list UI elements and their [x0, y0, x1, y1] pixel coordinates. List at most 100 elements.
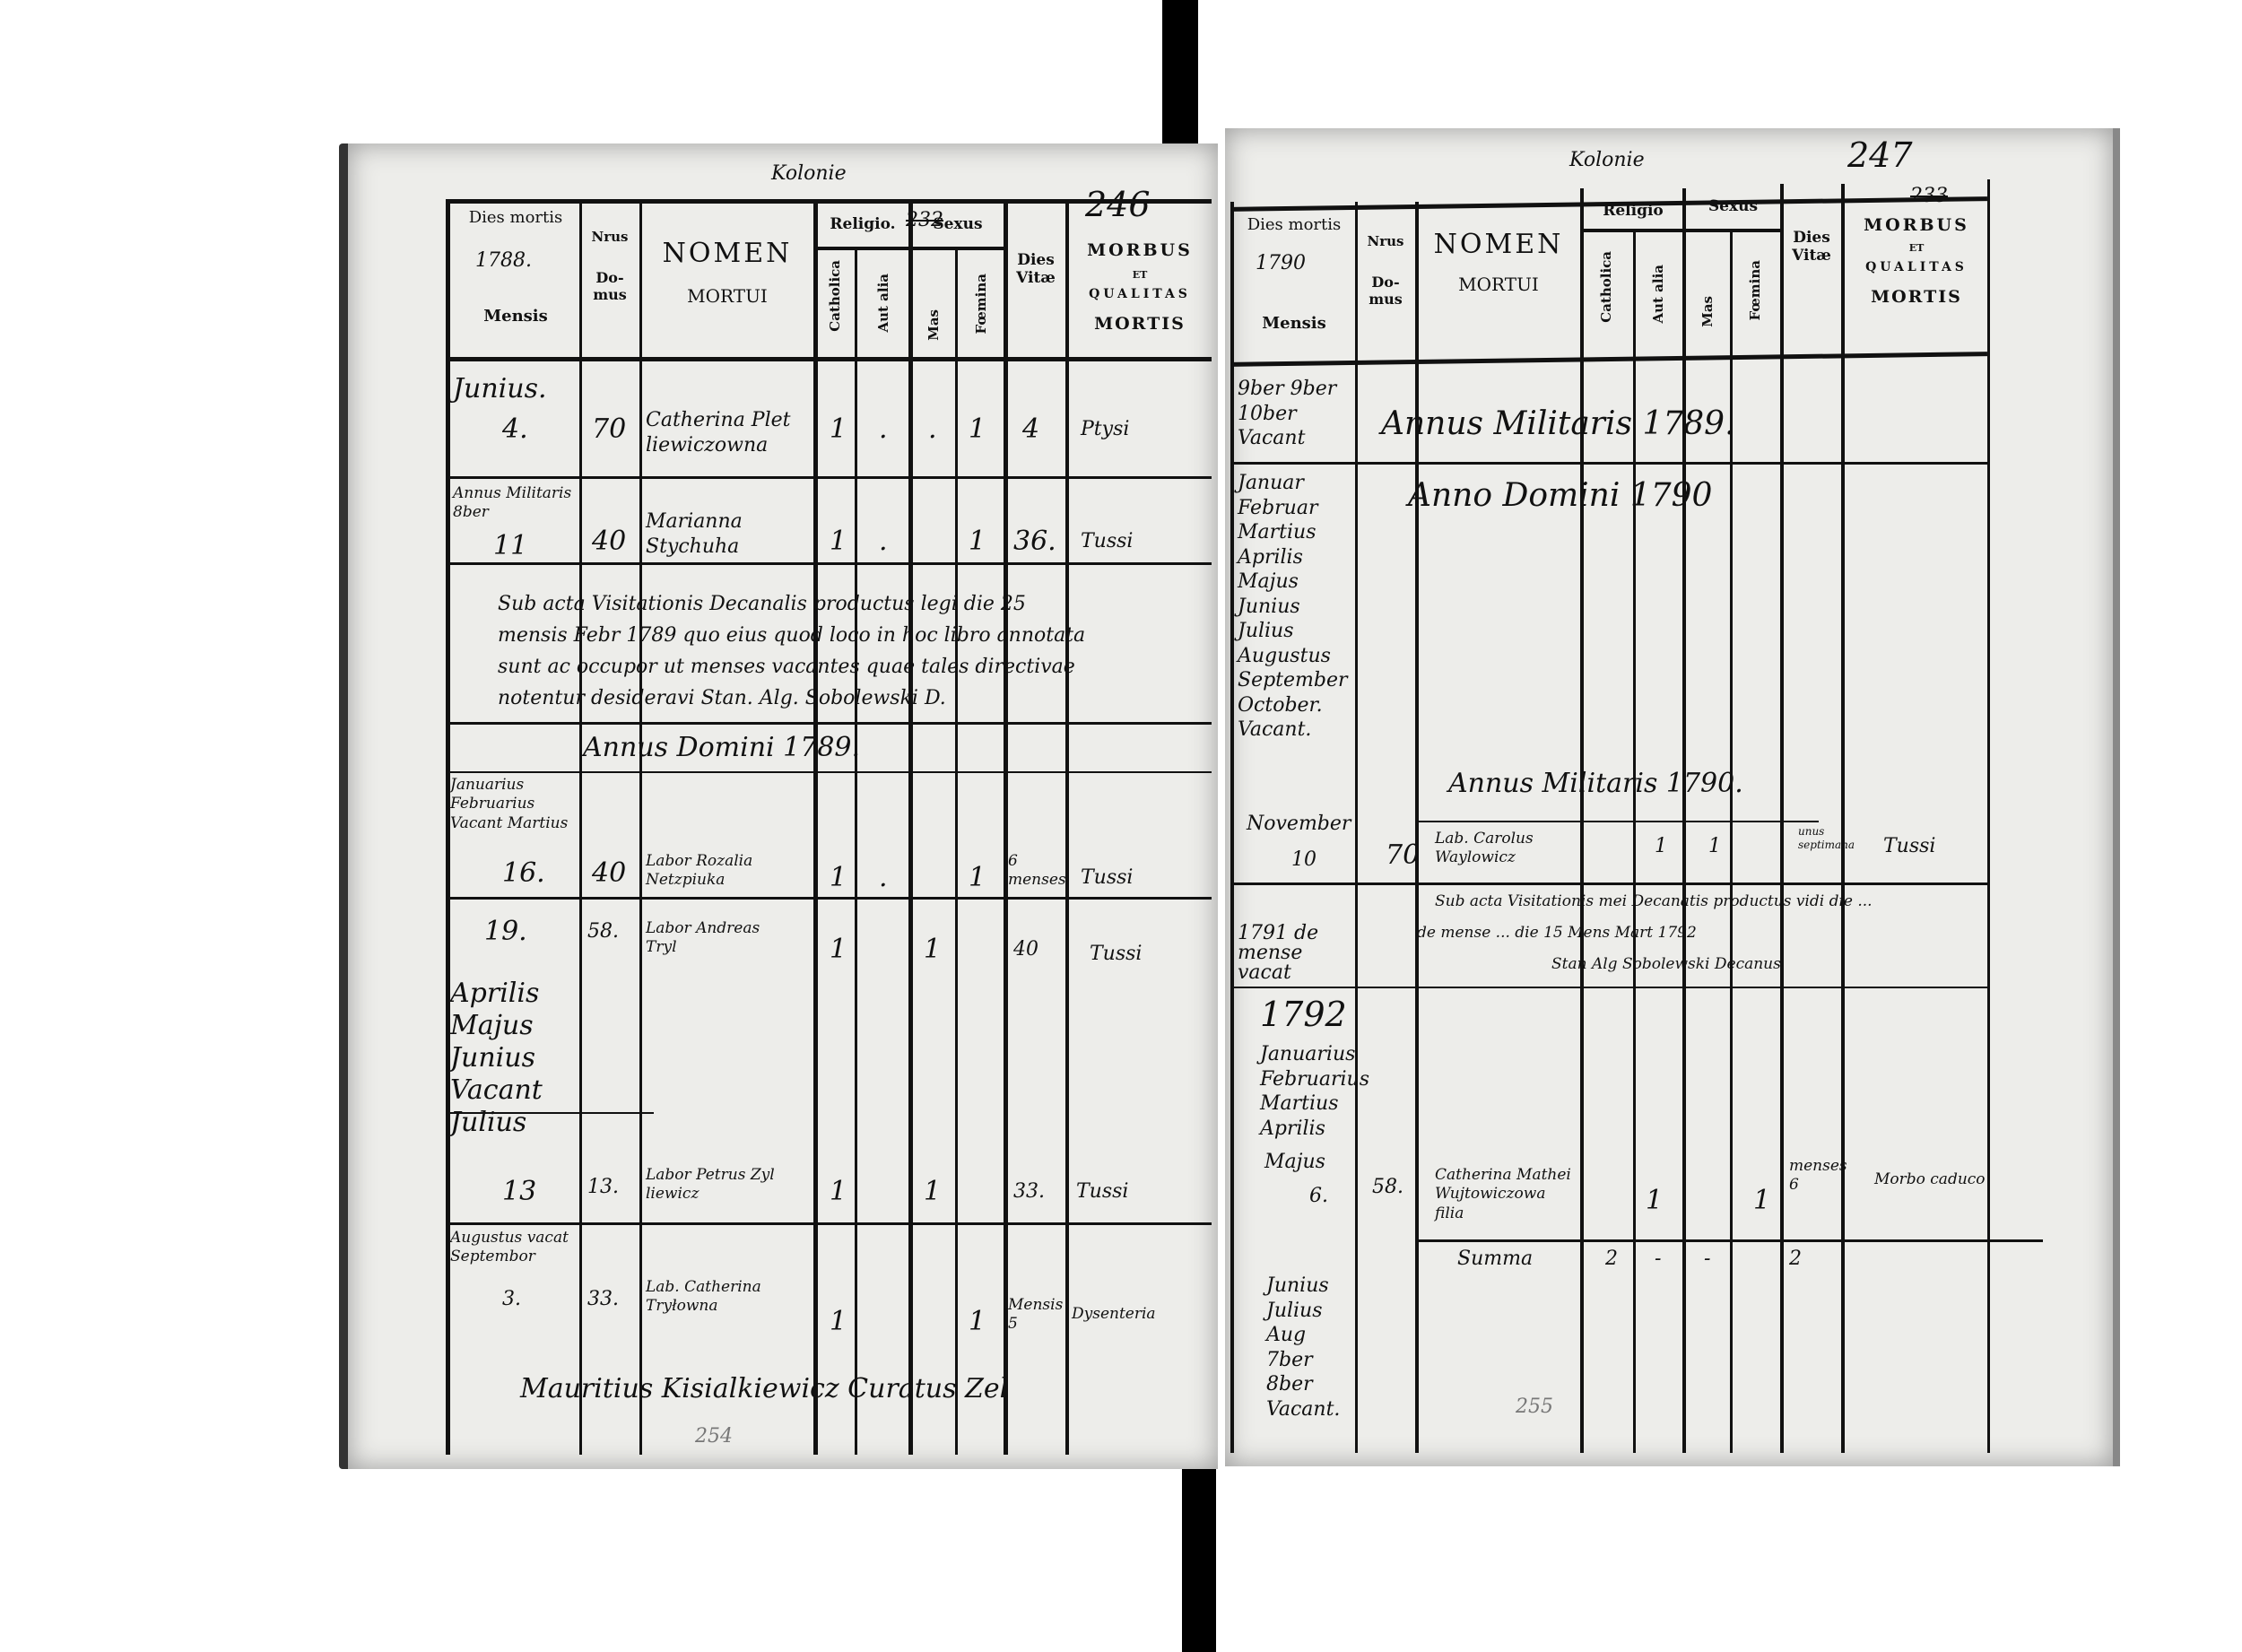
- left-page: [339, 143, 1218, 1469]
- rule: [448, 562, 1212, 565]
- name: Lab. Carolus Waylowicz: [1435, 830, 1534, 867]
- note-line: Sub acta Visitationis mei Decanatis prod…: [1435, 892, 1873, 910]
- month: Majus: [1264, 1151, 1325, 1173]
- name: Labor Rozalia Netzpiuka: [646, 852, 753, 890]
- month: Aprilis: [1260, 1117, 1325, 1140]
- header-domus: Do-mus: [593, 269, 627, 303]
- femina: 1: [969, 862, 986, 893]
- note-line: Sub acta Visitationis Decanalis productu…: [498, 593, 1026, 615]
- month: Aug: [1266, 1324, 1307, 1346]
- rule: [1065, 199, 1069, 1455]
- femina: 1: [969, 526, 986, 557]
- month: November: [1247, 813, 1351, 835]
- month: Januar: [1238, 472, 1304, 494]
- catholica: 1: [1655, 835, 1667, 857]
- rule: [448, 1112, 654, 1114]
- rule: [579, 199, 582, 1455]
- month: 7ber: [1266, 1348, 1313, 1371]
- catholica: 1: [1646, 1185, 1664, 1216]
- dies-vitae: menses 6: [1789, 1157, 1847, 1195]
- month: Aprilis Majus Junius Vacant Julius: [450, 978, 543, 1138]
- domus: 70: [1386, 839, 1421, 871]
- month: Vacant.: [1266, 1397, 1341, 1421]
- morbus: Tussi: [1883, 835, 1936, 857]
- aut-alia: .: [879, 526, 888, 557]
- summa-femina: 2: [1789, 1248, 1802, 1270]
- month: October.: [1238, 693, 1323, 717]
- header-nomen: NOMEN: [662, 238, 793, 269]
- rule: [1987, 179, 1990, 1453]
- footer-number: 255: [1516, 1396, 1553, 1418]
- rule: [1355, 202, 1358, 1453]
- catholica: 1: [830, 526, 847, 557]
- morbus: Dysenteria: [1072, 1305, 1156, 1323]
- rule: [1780, 184, 1784, 1453]
- rule: [1841, 184, 1845, 1453]
- month: Julius: [1238, 620, 1294, 642]
- summa-mas: -: [1704, 1248, 1711, 1270]
- aut-alia: .: [879, 862, 888, 893]
- morbus: Ptysi: [1081, 418, 1130, 440]
- femina: 1: [1753, 1185, 1771, 1216]
- note-line: notentur desideravi Stan. Alg. Sobolewsk…: [498, 687, 946, 709]
- header-femina: Fœmina: [973, 274, 989, 335]
- rule: [448, 722, 1212, 725]
- header-domus: Do-mus: [1369, 274, 1403, 308]
- rule: [448, 897, 1212, 900]
- dies-vitae: 4: [1022, 413, 1040, 445]
- months-list-1790: Januar Februar Martius Aprilis Majus Jun…: [1238, 471, 1348, 743]
- domus: 40: [592, 526, 627, 557]
- month: Augustus vacat Septembor: [450, 1229, 569, 1266]
- heading-annus-militaris-1790: Annus Militaris 1790.: [1448, 768, 1743, 799]
- months-list-1792: Januarius Februarius Martius Aprilis: [1260, 1042, 1369, 1141]
- summa-aut-alia: -: [1655, 1248, 1662, 1270]
- name: Catherina Plet liewiczowna: [646, 409, 791, 456]
- binding-strip-bottom: [1182, 1462, 1216, 1652]
- months-list-end: Junius Julius Aug 7ber 8ber Vacant.: [1266, 1274, 1340, 1422]
- header-nomen: NOMEN: [1433, 229, 1564, 260]
- name: Marianna Stychuha: [646, 510, 743, 558]
- aut-alia: .: [879, 413, 888, 445]
- rule: [1415, 1239, 2043, 1242]
- header-et: ET: [1132, 269, 1148, 281]
- header-femina: Fœmina: [1747, 260, 1763, 321]
- header-nrus: Nrus: [591, 229, 629, 245]
- morbus: Tussi: [1076, 1180, 1129, 1203]
- month: Junius.: [453, 373, 547, 404]
- name: Labor Andreas Tryl: [646, 919, 760, 957]
- rule: [1682, 188, 1686, 1453]
- name: Catherina Mathei Wujtowiczowa filia: [1435, 1166, 1571, 1222]
- month: Martius: [1238, 521, 1317, 543]
- dies-vitae: 40: [1013, 938, 1038, 961]
- rule: [908, 199, 913, 1455]
- catholica: 1: [830, 413, 847, 445]
- domus: 40: [592, 857, 627, 889]
- right-page: [1225, 128, 2120, 1466]
- day: 13: [502, 1176, 537, 1207]
- month: Junius: [1238, 595, 1300, 618]
- old-page-number: 233: [1910, 185, 1948, 207]
- day: 4.: [502, 413, 528, 445]
- day: 11: [493, 530, 528, 561]
- binding-strip-top: [1162, 0, 1198, 148]
- day: 3.: [502, 1288, 521, 1310]
- header-mortui: MORTUI: [687, 285, 768, 307]
- year-1792: 1792: [1260, 995, 1347, 1034]
- year-heading: Annus Domini 1789.: [583, 732, 861, 763]
- morbus: Tussi: [1081, 866, 1134, 889]
- domus: 58.: [587, 920, 619, 943]
- rule: [1004, 199, 1008, 1455]
- header-catholica: Catholica: [827, 260, 843, 332]
- femina: 1: [969, 413, 986, 445]
- morbus: Tussi: [1090, 943, 1143, 965]
- mas: 1: [924, 934, 942, 965]
- header-mensis: Mensis: [1262, 314, 1326, 333]
- rule: [448, 771, 1212, 773]
- domus: 13.: [587, 1176, 619, 1198]
- header-dies-mortis: Dies mortis: [468, 208, 563, 227]
- rule: [448, 357, 1212, 361]
- month: Februarius: [1260, 1067, 1369, 1091]
- footer-number: 254: [695, 1425, 733, 1448]
- note-line: sunt ac occupor ut menses vacantes quae …: [498, 656, 1075, 678]
- header-sexus: Sexus: [933, 215, 983, 233]
